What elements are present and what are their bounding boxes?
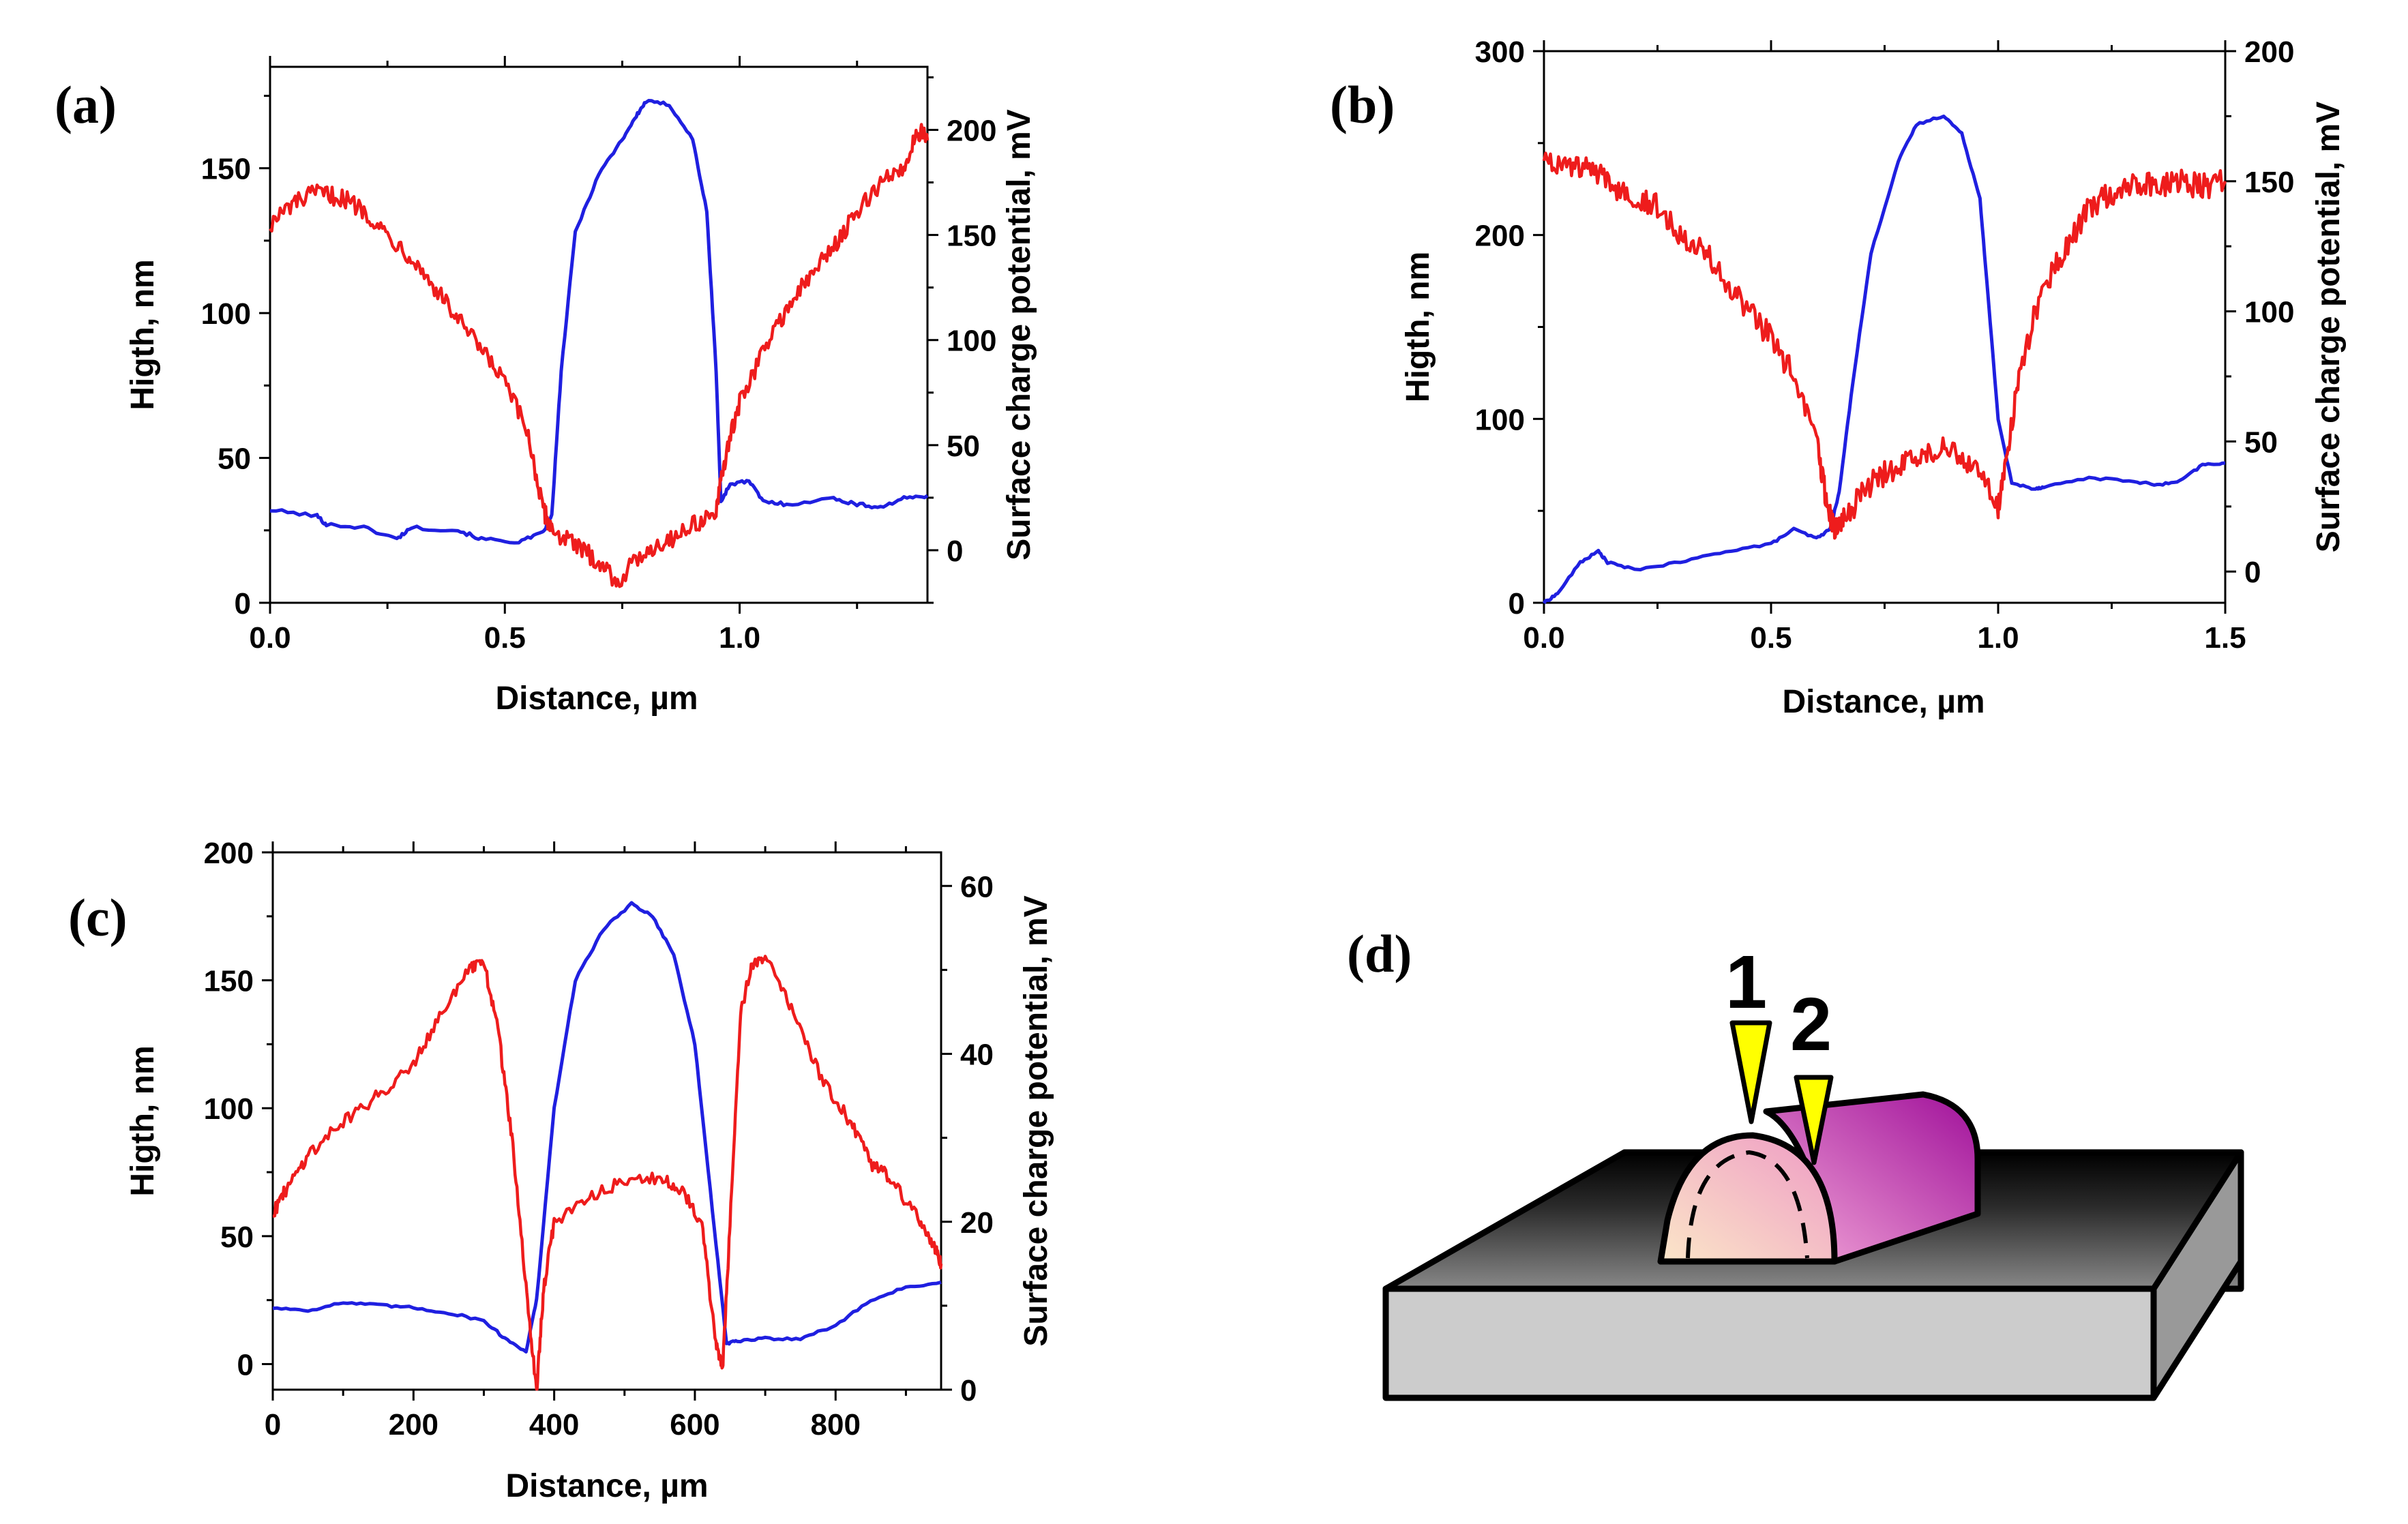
panel-a-label: (a) <box>55 75 117 134</box>
x-tick-label-a: 1.0 <box>719 621 760 655</box>
y-tick-label-a: 50 <box>218 443 251 476</box>
y2-tick-label-b: 150 <box>2244 166 2294 199</box>
ridge-front-face <box>1657 1132 1838 1265</box>
substrate-front-face <box>1382 1285 2157 1401</box>
height-line-a <box>269 99 929 545</box>
y2-axis-title-b: Surface charge potential, mV <box>2310 102 2347 553</box>
height-line-b <box>1542 115 2226 605</box>
x-tick-label-b: 0.0 <box>1523 621 1564 655</box>
y2-tick-label-a: 0 <box>947 535 963 568</box>
panel-b-label: (b) <box>1330 75 1395 134</box>
y2-tick-label-b: 200 <box>2244 35 2294 69</box>
potential-line-b <box>1542 151 2227 540</box>
panel-d: (d) 1 2 <box>1347 924 2244 1401</box>
y-tick-label-a: 100 <box>201 297 251 331</box>
y-axis-title-b: Higth, nm <box>1400 252 1436 402</box>
x-axis-title-a: Distance, µm <box>495 681 698 717</box>
y2-tick-label-a: 200 <box>947 114 996 147</box>
y-tick-label-b: 200 <box>1475 220 1525 253</box>
x-tick-label-c: 200 <box>389 1408 439 1441</box>
x-tick-label-c: 800 <box>811 1408 861 1441</box>
y2-axis-title-a: Surface charge potential, mV <box>1001 109 1037 561</box>
y-tick-label-a: 150 <box>201 153 251 186</box>
panel-a: (a) 0.0 0.5 1.0 0 50 100 150 0 50 100 150 200 Distan… <box>55 56 1037 717</box>
x-tick-label-b: 1.0 <box>1977 621 2019 655</box>
y2-tick-label-a: 50 <box>947 430 980 463</box>
y2-tick-label-a: 150 <box>947 220 996 253</box>
panel-c: (c) 0 200 400 600 800 0 50 100 150 200 0 20 40 60 Dist… <box>68 837 1054 1504</box>
x-axis-title-c: Distance, µm <box>505 1468 708 1504</box>
y-tick-label-c: 100 <box>204 1092 254 1126</box>
y2-tick-label-c: 40 <box>960 1039 994 1072</box>
plot-frame-a <box>269 65 929 604</box>
ridge-inner-contour <box>1686 1150 1809 1259</box>
x-tick-label-c: 0 <box>265 1408 281 1441</box>
y-tick-label-b: 100 <box>1475 403 1525 436</box>
x-tick-label-a: 0.5 <box>484 621 526 655</box>
plot-frame-c <box>271 851 942 1391</box>
y2-tick-label-a: 100 <box>947 325 996 358</box>
y-tick-label-c: 200 <box>204 837 254 870</box>
probe-2-label: 2 <box>1790 983 1832 1066</box>
y2-tick-label-b: 100 <box>2244 296 2294 329</box>
y-axis-title-a: Higth, nm <box>125 259 161 410</box>
potential-line-a <box>269 123 930 588</box>
plot-frame-b <box>1543 50 2227 604</box>
probe-2: 2 <box>1790 983 1834 1165</box>
y-tick-label-b: 0 <box>1508 587 1525 621</box>
y2-tick-label-b: 0 <box>2244 556 2261 589</box>
y2-tick-label-c: 60 <box>960 870 994 903</box>
y-tick-label-b: 300 <box>1475 35 1525 69</box>
x-tick-label-b: 0.5 <box>1750 621 1792 655</box>
panel-b-plot: 0.0 0.5 1.0 1.5 0 100 200 300 0 50 100 150 200 Distan… <box>1400 35 2347 720</box>
probe-1: 1 <box>1725 940 1772 1124</box>
probe-1-label: 1 <box>1725 940 1767 1024</box>
height-line-c <box>272 901 942 1354</box>
probe-1-tip <box>1729 1020 1772 1124</box>
x-tick-label-b: 1.5 <box>2204 621 2246 655</box>
y-axis-title-c: Higth, nm <box>125 1045 161 1196</box>
substrate-side-face <box>2150 1149 2244 1401</box>
x-axis-title-b: Distance, µm <box>1782 684 1985 720</box>
y-tick-label-c: 0 <box>237 1348 254 1381</box>
panel-d-label: (d) <box>1347 924 1412 983</box>
x-tick-label-a: 0.0 <box>249 621 291 655</box>
panel-b: (b) 0.0 0.5 1.0 1.5 0 100 200 300 0 50 100 150 200 Di… <box>1330 35 2347 720</box>
y2-axis-title-c: Surface charge potential, mV <box>1018 895 1054 1347</box>
y2-tick-label-c: 20 <box>960 1206 994 1240</box>
y-tick-label-c: 50 <box>220 1221 254 1254</box>
y2-tick-label-b: 50 <box>2244 425 2278 459</box>
probe-2-tip <box>1794 1075 1834 1165</box>
x-tick-label-c: 400 <box>529 1408 579 1441</box>
y2-tick-label-c: 0 <box>960 1374 977 1407</box>
panel-a-plot: 0.0 0.5 1.0 0 50 100 150 0 50 100 150 200 Distance, … <box>125 56 1037 717</box>
potential-line-c <box>272 955 943 1391</box>
x-tick-label-c: 600 <box>670 1408 719 1441</box>
panel-c-label: (c) <box>68 888 128 947</box>
y-tick-label-c: 150 <box>204 965 254 998</box>
y-tick-label-a: 0 <box>235 587 251 621</box>
panel-c-plot: 0 200 400 600 800 0 50 100 150 200 0 20 40 60 Distance… <box>125 837 1054 1504</box>
